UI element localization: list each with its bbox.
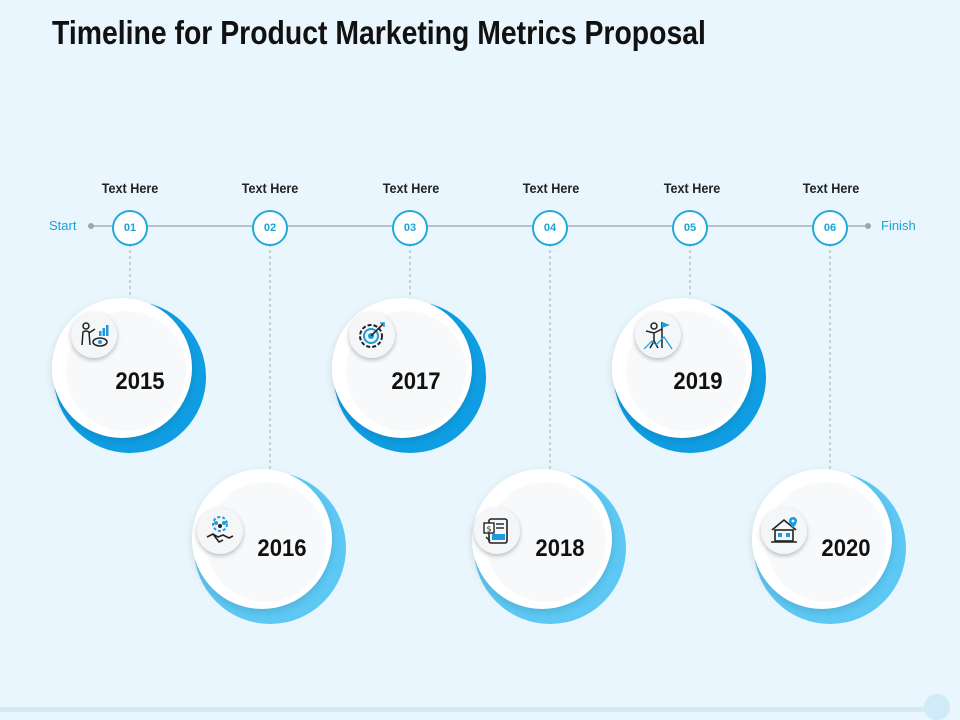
milestone-heading-03: Text Here: [382, 180, 440, 196]
milestone-year-2019: 2019: [673, 368, 723, 395]
milestone-circle-2018: [472, 469, 626, 624]
footer-dot: [924, 694, 950, 720]
start-label: Start: [49, 218, 77, 233]
financial-document-icon: $: [474, 508, 520, 554]
track-end-dot: [865, 223, 871, 229]
milestone-circle-2016: [192, 469, 346, 624]
footer-bar: [0, 707, 935, 712]
milestone-node-06: 06: [812, 210, 848, 246]
milestone-node-04: 04: [532, 210, 568, 246]
milestone-heading-05: Text Here: [663, 180, 721, 196]
milestone-node-02: 02: [252, 210, 288, 246]
milestone-heading-04: Text Here: [522, 180, 580, 196]
milestone-year-2018: 2018: [535, 535, 585, 562]
milestone-heading-06: Text Here: [802, 180, 860, 196]
success-flag-icon: [635, 312, 681, 358]
milestone-year-2020: 2020: [821, 535, 871, 562]
home-location-icon: [761, 508, 807, 554]
team-handshake-icon: [197, 508, 243, 554]
milestone-year-2016: 2016: [257, 535, 307, 562]
milestone-node-01: 01: [112, 210, 148, 246]
milestone-year-2017: 2017: [391, 368, 441, 395]
page-title: Timeline for Product Marketing Metrics P…: [52, 14, 706, 51]
finish-label: Finish: [881, 218, 916, 233]
vision-chart-icon: [71, 312, 117, 358]
target-gear-icon: [349, 312, 395, 358]
milestone-heading-02: Text Here: [241, 180, 299, 196]
milestone-node-05: 05: [672, 210, 708, 246]
milestone-node-03: 03: [392, 210, 428, 246]
svg-text:$: $: [487, 525, 492, 534]
milestone-year-2015: 2015: [115, 368, 165, 395]
track-start-dot: [88, 223, 94, 229]
milestone-heading-01: Text Here: [101, 180, 159, 196]
